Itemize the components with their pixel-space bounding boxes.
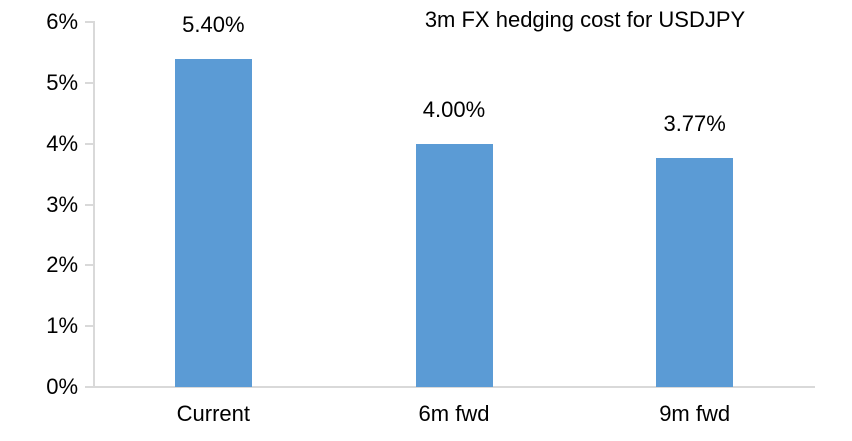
y-tick-label: 3% — [46, 191, 78, 217]
x-tick-label: Current — [176, 401, 250, 426]
x-axis-line — [85, 386, 815, 388]
y-tick-label: 6% — [46, 9, 78, 34]
bar — [174, 58, 252, 387]
y-tick-label: 1% — [46, 313, 78, 339]
chart-title: 3m FX hedging cost for USDJPY — [424, 7, 746, 32]
y-axis-tick — [85, 386, 93, 388]
y-tick-label: 5% — [46, 69, 78, 95]
y-axis-tick — [85, 142, 93, 145]
x-tick-label: 9m fwd — [659, 401, 731, 426]
bar-value-label: 5.40% — [182, 11, 245, 37]
y-axis-tick — [85, 203, 93, 206]
y-axis-line — [93, 21, 95, 388]
y-axis-tick — [85, 81, 93, 84]
y-tick-label: 2% — [46, 252, 78, 278]
bar — [656, 157, 734, 387]
y-tick-label: 0% — [46, 374, 78, 399]
bar-value-label: 3.77% — [663, 110, 726, 136]
y-axis-tick — [85, 21, 93, 23]
y-tick-label: 4% — [46, 130, 78, 156]
bar — [415, 143, 493, 387]
x-tick-label: 6m fwd — [418, 401, 490, 426]
y-axis-tick — [85, 325, 93, 328]
bar-value-label: 4.00% — [422, 96, 486, 122]
y-axis-tick — [85, 264, 93, 267]
